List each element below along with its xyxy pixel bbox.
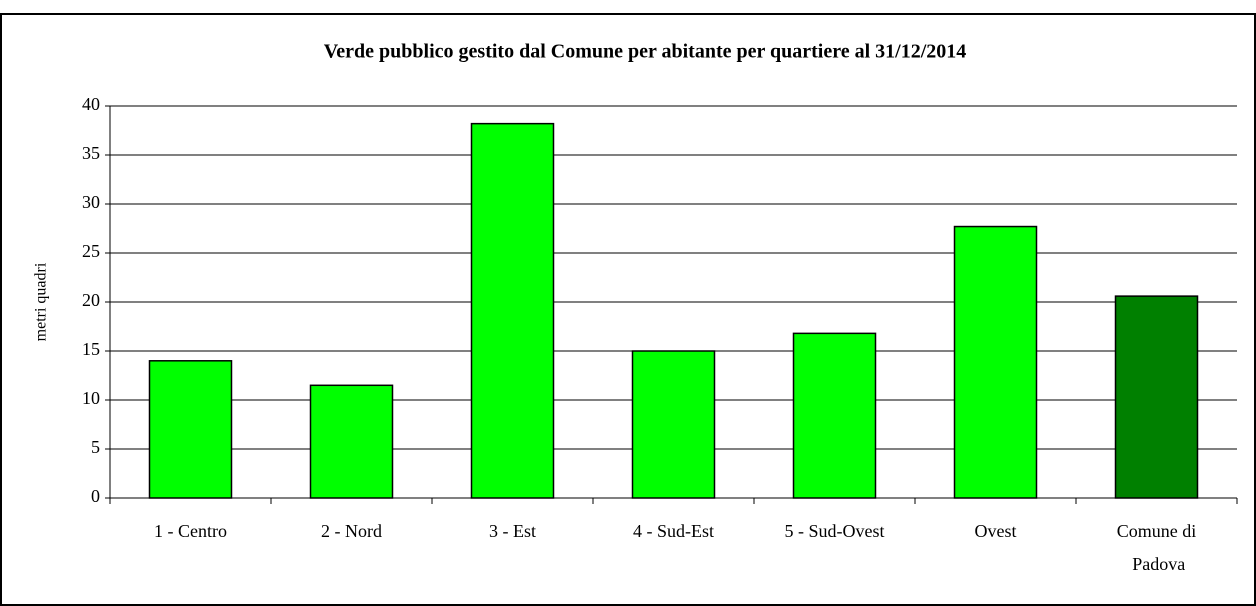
bar xyxy=(792,332,877,499)
bar xyxy=(470,122,555,499)
bar xyxy=(148,360,233,499)
y-tick-label: 15 xyxy=(82,339,100,359)
bar xyxy=(1114,295,1199,499)
y-tick-label: 0 xyxy=(91,486,100,506)
y-tick-label: 35 xyxy=(82,143,100,163)
y-tick-label: 25 xyxy=(82,241,100,261)
y-tick-label: 20 xyxy=(82,290,100,310)
bar xyxy=(631,350,716,499)
x-tick-label: 4 - Sud-Est xyxy=(633,521,714,541)
bar xyxy=(953,225,1038,499)
chart-frame xyxy=(0,13,1256,606)
x-tick-label: 2 - Nord xyxy=(321,521,382,541)
x-tick-label: Comune di Padova xyxy=(1117,521,1197,574)
y-tick-label: 30 xyxy=(82,192,100,212)
x-tick-label: Ovest xyxy=(975,521,1017,541)
y-axis-label: metri quadri xyxy=(33,262,50,341)
x-tick-label: 3 - Est xyxy=(489,521,536,541)
x-tick-label: 1 - Centro xyxy=(154,521,227,541)
y-tick-label: 5 xyxy=(91,437,100,457)
x-tick-label: 5 - Sud-Ovest xyxy=(785,521,885,541)
y-tick-label: 10 xyxy=(82,388,100,408)
chart-title: Verde pubblico gestito dal Comune per ab… xyxy=(324,41,967,63)
bar xyxy=(309,384,394,499)
y-tick-label: 40 xyxy=(82,94,100,114)
